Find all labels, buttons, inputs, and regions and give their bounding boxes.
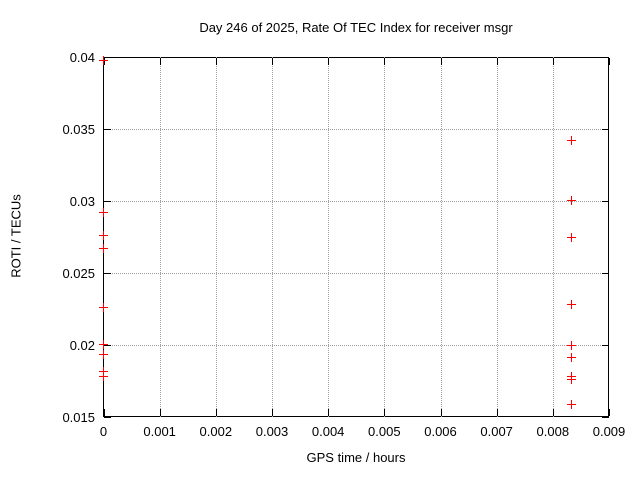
x-tick-mark-top [328,58,330,65]
y-tick-mark-left [104,273,111,274]
grid-line-horizontal [103,273,609,274]
y-tick-label: 0.04 [69,50,95,65]
x-tick-mark-bottom [440,409,442,416]
x-tick-mark-top [384,58,386,65]
x-tick-mark-top [272,58,273,65]
y-tick-label: 0.015 [62,410,95,425]
x-tick-label: 0.002 [199,424,233,439]
x-tick-label: 0.001 [143,424,176,439]
y-tick-mark-right [601,273,609,274]
x-tick-mark-bottom [215,409,217,416]
x-tick-label: 0.009 [592,424,626,439]
data-point-marker [98,207,108,217]
x-tick-mark-top [103,58,105,65]
grid-line-vertical [440,57,442,417]
data-point-marker [98,243,108,253]
y-tick-mark-right [601,345,609,346]
data-point-marker [98,350,108,360]
data-point-marker [98,56,108,66]
y-tick-mark-right [601,129,609,130]
grid-line-vertical [496,57,498,417]
plot-area-border [103,57,609,417]
data-point-marker [98,340,108,349]
y-tick-mark-left [104,129,111,130]
x-axis-label: GPS time / hours [306,450,406,465]
y-tick-mark-right [601,201,609,202]
x-tick-mark-bottom [552,409,554,416]
y-tick-label: 0.025 [62,266,95,281]
x-tick-mark-bottom [103,409,105,416]
y-tick-label: 0.02 [69,338,95,353]
x-tick-mark-top [552,58,554,65]
grid-line-vertical [215,57,217,417]
y-tick-mark-right [601,57,609,58]
x-tick-mark-top [440,58,442,65]
grid-line-vertical [552,57,554,417]
data-point-marker [566,233,576,243]
data-point-marker [98,371,108,381]
x-tick-mark-top [159,58,161,65]
x-tick-mark-bottom [384,409,386,416]
y-tick-label: 0.03 [69,194,95,209]
x-tick-mark-bottom [496,409,498,416]
grid-line-vertical [159,57,161,417]
grid-line-vertical [384,57,386,417]
x-tick-mark-top [215,58,217,65]
x-tick-label: 0.007 [480,424,513,439]
y-tick-mark-right [601,417,609,418]
x-tick-label: 0.008 [536,424,570,439]
data-point-marker [98,230,108,240]
data-point-marker [566,374,576,384]
x-tick-label: 0.003 [255,424,289,439]
data-point-marker [98,302,108,312]
data-point-marker [566,341,576,351]
x-tick-mark-top [609,58,610,65]
y-tick-mark-left [104,201,111,202]
y-tick-mark-left [104,345,111,346]
data-point-marker [566,400,576,410]
x-tick-label: 0.004 [311,424,345,439]
grid-line-vertical [272,57,273,417]
chart-title: Day 246 of 2025, Rate Of TEC Index for r… [199,20,513,35]
data-point-marker [566,135,576,145]
x-tick-mark-bottom [159,409,161,416]
grid-line-horizontal [103,201,609,202]
x-tick-mark-top [496,58,498,65]
data-point-marker [566,352,576,362]
data-point-marker [566,299,576,309]
x-tick-label: 0.005 [368,424,401,439]
x-tick-mark-bottom [272,409,273,416]
x-tick-label: 0.006 [424,424,457,439]
x-tick-mark-bottom [328,409,330,416]
data-point-marker [566,196,576,205]
grid-line-horizontal [103,129,609,130]
x-tick-label: 0 [99,424,108,439]
y-tick-label: 0.035 [62,122,95,137]
grid-line-vertical [328,57,330,417]
y-tick-mark-left [104,417,111,418]
y-tick-mark-left [104,57,111,58]
grid-line-horizontal [103,345,609,346]
x-tick-mark-bottom [609,409,610,416]
